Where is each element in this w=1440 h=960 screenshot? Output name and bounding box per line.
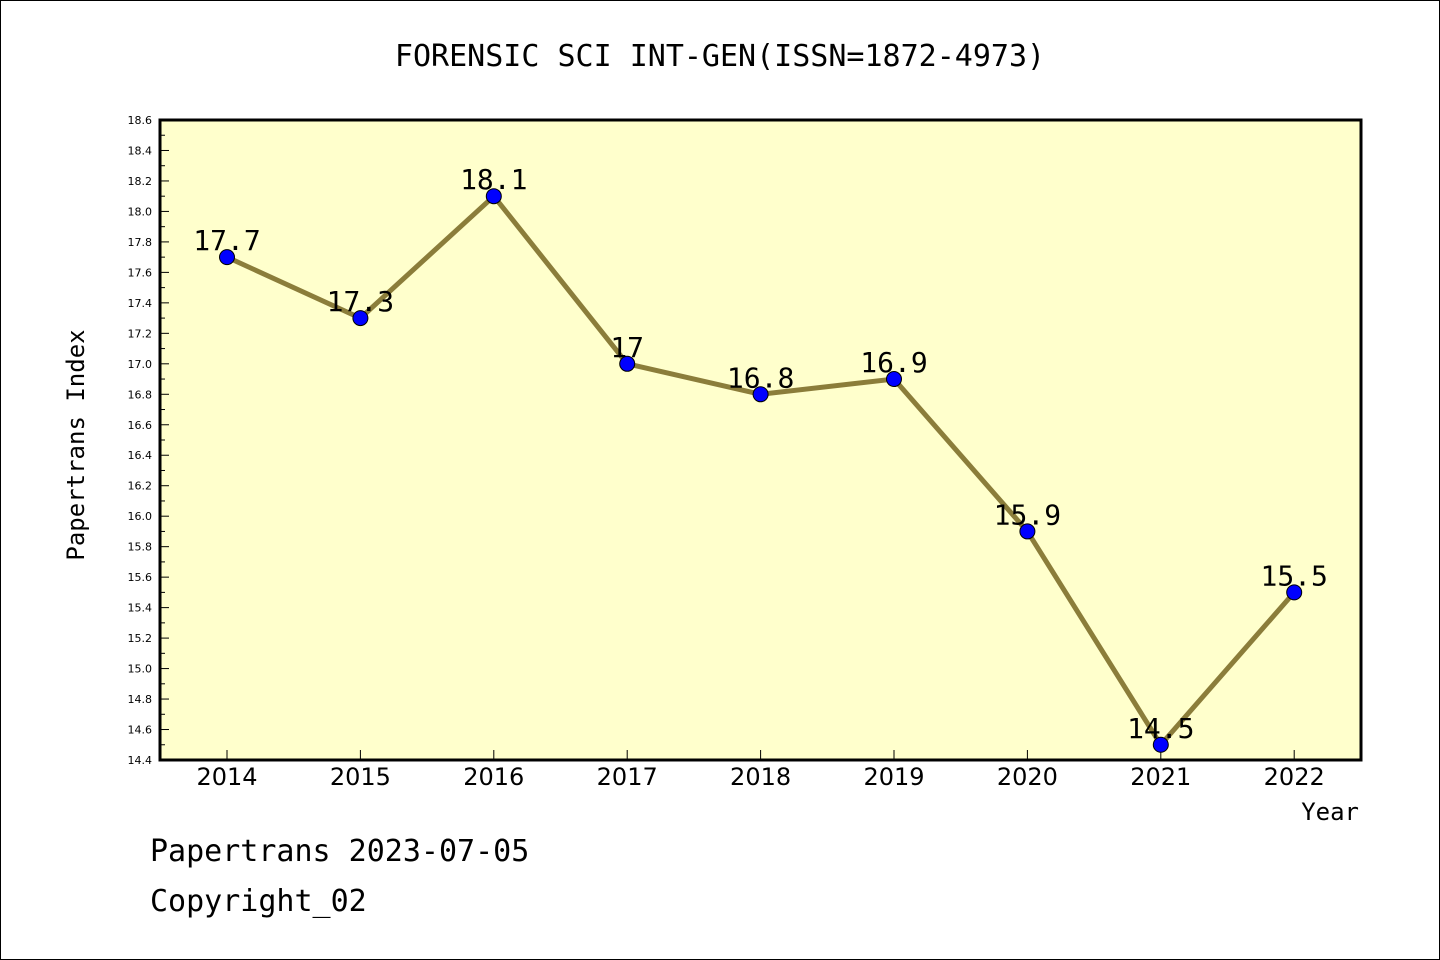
- x-tick-label: 2019: [863, 763, 924, 791]
- data-label: 16.8: [727, 361, 794, 394]
- x-tick-label: 2018: [730, 763, 791, 791]
- y-axis-label: Papertrans Index: [62, 329, 90, 560]
- y-tick-label: 16.0: [128, 510, 153, 523]
- y-tick-label: 16.6: [128, 419, 153, 432]
- x-tick-label: 2021: [1130, 763, 1191, 791]
- data-point: [619, 355, 636, 372]
- y-tick-label: 17.8: [128, 236, 153, 249]
- data-label: 15.5: [1260, 559, 1327, 592]
- y-tick-label: 18.6: [128, 114, 153, 127]
- data-point: [219, 249, 235, 266]
- footer-date: Papertrans 2023-07-05: [150, 834, 530, 869]
- x-tick-label: 2017: [597, 763, 658, 791]
- x-axis: 2014 2015 2016 2017 2018 2019 2020 2021 2022: [196, 750, 1325, 791]
- x-tick-label: 2016: [463, 763, 524, 791]
- x-axis-label: Year: [1301, 798, 1359, 826]
- y-tick-label: 15.0: [128, 663, 153, 676]
- y-tick-label: 16.4: [128, 449, 153, 462]
- data-point: [752, 386, 769, 403]
- y-tick-label: 14.4: [128, 754, 153, 767]
- x-tick-label: 2020: [997, 763, 1058, 791]
- y-tick-label: 16.2: [128, 480, 153, 493]
- x-tick-label: 2015: [330, 763, 391, 791]
- y-tick-label: 16.8: [128, 388, 153, 401]
- y-tick-label: 14.8: [128, 693, 153, 706]
- data-point: [1152, 736, 1169, 753]
- data-point: [886, 371, 902, 388]
- y-tick-label: 18.4: [128, 144, 153, 157]
- x-tick-label: 2022: [1264, 763, 1325, 791]
- y-tick-label: 15.2: [128, 632, 153, 645]
- footer-copyright: Copyright_02: [150, 884, 367, 919]
- data-point: [1286, 584, 1303, 601]
- y-tick-label: 15.6: [128, 571, 153, 584]
- y-tick-label: 15.4: [128, 602, 153, 615]
- y-tick-label: 15.8: [128, 541, 153, 554]
- data-label: 15.9: [994, 498, 1061, 531]
- y-tick-label: 17.4: [128, 297, 153, 310]
- data-point: [485, 188, 502, 205]
- plot-area: [158, 118, 1363, 762]
- x-tick-label: 2014: [196, 763, 257, 791]
- y-tick-label: 14.6: [128, 724, 153, 737]
- data-label: 17.3: [327, 285, 394, 318]
- data-label: 17.7: [193, 224, 260, 257]
- chart-title: FORENSIC SCI INT-GEN(ISSN=1872-4973): [395, 39, 1045, 74]
- y-axis: 14.4 14.6 14.8 15.0 15.2 15.4 15.6 15.8 16.0 16.2…: [128, 114, 169, 767]
- y-tick-label: 18.0: [128, 205, 153, 218]
- y-tick-label: 17.6: [128, 266, 153, 279]
- y-tick-label: 17.2: [128, 327, 153, 340]
- data-label: 14.5: [1127, 712, 1194, 745]
- data-label: 18.1: [460, 163, 527, 196]
- y-tick-label: 18.2: [128, 175, 153, 188]
- data-label: 16.9: [860, 346, 927, 379]
- data-label: 17: [610, 331, 644, 364]
- data-point: [352, 310, 369, 327]
- y-tick-label: 17.0: [128, 358, 153, 371]
- series-group: 17.7 17.3 18.1 17 16.8 16.9 15.9 14.5 15.5: [193, 163, 1328, 753]
- data-point: [1019, 523, 1036, 540]
